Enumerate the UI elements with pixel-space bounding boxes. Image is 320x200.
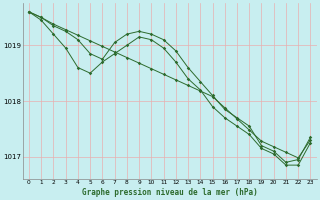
X-axis label: Graphe pression niveau de la mer (hPa): Graphe pression niveau de la mer (hPa) — [82, 188, 258, 197]
